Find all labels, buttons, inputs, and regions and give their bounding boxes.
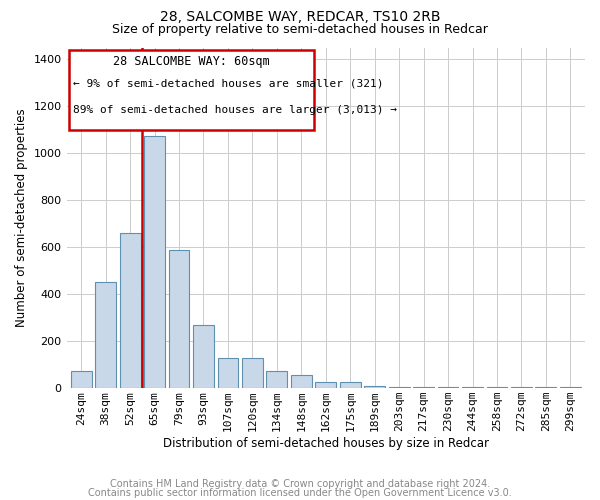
- Bar: [437, 387, 458, 388]
- Bar: [218, 358, 238, 388]
- Bar: [413, 387, 434, 388]
- Text: 28 SALCOMBE WAY: 60sqm: 28 SALCOMBE WAY: 60sqm: [113, 54, 269, 68]
- Bar: [560, 387, 581, 388]
- FancyBboxPatch shape: [69, 50, 314, 130]
- Text: Size of property relative to semi-detached houses in Redcar: Size of property relative to semi-detach…: [112, 22, 488, 36]
- Bar: [340, 382, 361, 388]
- Bar: [316, 382, 336, 388]
- Bar: [266, 370, 287, 388]
- Bar: [291, 375, 312, 388]
- Bar: [169, 250, 190, 388]
- Bar: [535, 387, 556, 388]
- Bar: [389, 387, 410, 388]
- X-axis label: Distribution of semi-detached houses by size in Redcar: Distribution of semi-detached houses by …: [163, 437, 489, 450]
- Bar: [71, 370, 92, 388]
- Bar: [487, 387, 508, 388]
- Bar: [144, 136, 165, 388]
- Y-axis label: Number of semi-detached properties: Number of semi-detached properties: [15, 108, 28, 327]
- Text: 28, SALCOMBE WAY, REDCAR, TS10 2RB: 28, SALCOMBE WAY, REDCAR, TS10 2RB: [160, 10, 440, 24]
- Text: Contains public sector information licensed under the Open Government Licence v3: Contains public sector information licen…: [88, 488, 512, 498]
- Bar: [242, 358, 263, 388]
- Bar: [462, 387, 483, 388]
- Text: 89% of semi-detached houses are larger (3,013) →: 89% of semi-detached houses are larger (…: [73, 105, 397, 115]
- Bar: [511, 387, 532, 388]
- Bar: [364, 386, 385, 388]
- Bar: [95, 282, 116, 388]
- Bar: [120, 233, 140, 388]
- Text: Contains HM Land Registry data © Crown copyright and database right 2024.: Contains HM Land Registry data © Crown c…: [110, 479, 490, 489]
- Bar: [193, 324, 214, 388]
- Text: ← 9% of semi-detached houses are smaller (321): ← 9% of semi-detached houses are smaller…: [73, 78, 383, 88]
